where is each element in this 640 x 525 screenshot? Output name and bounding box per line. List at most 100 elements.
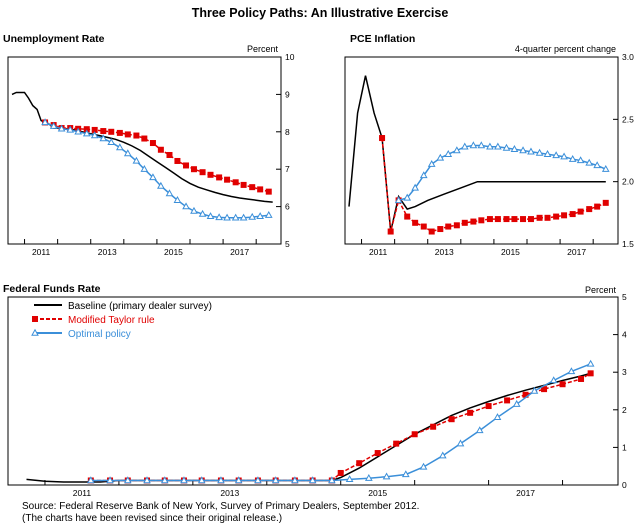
unemployment-optimal-point <box>123 149 132 157</box>
unemployment-y-tick-label: 10 <box>285 52 295 62</box>
legend-item-optimal: Optimal policy <box>31 328 131 340</box>
fedfunds-taylor-point <box>587 370 594 377</box>
legend-label-optimal: Optimal policy <box>68 329 131 340</box>
pce-taylor-point <box>404 213 411 220</box>
fedfunds-optimal-point <box>419 462 428 470</box>
fedfunds-optimal-point <box>382 472 391 480</box>
pce-taylor-point <box>586 206 593 213</box>
unemployment-panel: Unemployment Rate Percent 2011 2013 2015 2017… <box>3 33 295 257</box>
unemployment-y-tick-label: 9 <box>285 89 290 99</box>
unemployment-taylor-point <box>166 151 173 158</box>
unemployment-taylor-point <box>83 126 90 133</box>
unemployment-y-tick-label: 5 <box>285 239 290 249</box>
unemployment-optimal-point <box>256 212 265 220</box>
unemployment-taylor-point <box>257 186 264 193</box>
pce-optimal-point <box>452 146 461 154</box>
pce-taylor-point <box>569 211 576 218</box>
pce-optimal-point <box>460 142 469 150</box>
unemployment-taylor-point <box>149 140 156 147</box>
fedfunds-baseline-line <box>26 372 591 483</box>
pce-taylor-point <box>437 226 444 233</box>
unemployment-optimal-point <box>107 138 116 145</box>
unemployment-taylor-point <box>174 157 181 164</box>
unemployment-taylor-point <box>124 131 131 138</box>
pce-optimal-point <box>469 141 478 149</box>
fedfunds-ylabel: Percent <box>585 285 617 295</box>
fedfunds-taylor-point <box>522 391 529 398</box>
fedfunds-optimal-point <box>364 474 373 481</box>
fedfunds-optimal-point <box>456 439 465 447</box>
fedfunds-optimal-point <box>180 476 188 484</box>
legend-marker-taylor <box>32 316 38 322</box>
fedfunds-y-tick-label: 1 <box>622 442 627 452</box>
pce-taylor-point <box>553 213 560 220</box>
pce-optimal-point <box>535 148 544 156</box>
pce-optimal-point <box>494 142 502 150</box>
fedfunds-optimal-point <box>438 451 447 459</box>
fedfunds-y-tick-label: 3 <box>622 367 627 377</box>
pce-taylor-point <box>494 216 501 223</box>
unemployment-x-axis: 2011 2013 2015 2017 <box>24 239 257 257</box>
fedfunds-optimal-point <box>86 476 95 484</box>
pce-y-tick-label: 1.5 <box>622 239 634 249</box>
pce-taylor-point <box>577 208 584 215</box>
fedfunds-optimal-point <box>234 476 243 484</box>
pce-taylor-point <box>445 223 452 230</box>
pce-optimal-point <box>543 150 552 157</box>
pce-taylor-line <box>381 137 607 233</box>
unemployment-taylor-point <box>100 128 107 135</box>
unemployment-y-tick-label: 6 <box>285 202 290 212</box>
fedfunds-taylor-point <box>337 469 344 476</box>
pce-optimal-point <box>419 171 428 179</box>
unemployment-optimal-point <box>49 121 58 129</box>
fedfunds-taylor-point <box>541 386 548 393</box>
pce-taylor-point <box>520 216 527 223</box>
unemployment-taylor-point <box>232 179 239 186</box>
pce-optimal-line <box>398 144 607 202</box>
pce-y-axis: 1.5 2.0 2.5 3.0 <box>613 52 634 249</box>
unemployment-optimal-point <box>90 131 99 139</box>
pce-taylor-point <box>602 199 609 206</box>
unemployment-x-tick-label: 2015 <box>164 247 183 257</box>
pce-ylabel: 4-quarter percent change <box>515 44 616 54</box>
fedfunds-x-tick-label: 2017 <box>516 488 535 498</box>
pce-series-optimal <box>394 141 610 204</box>
pce-x-tick-label: 2017 <box>567 247 586 257</box>
pce-taylor-point <box>412 219 419 226</box>
figure-title: Three Policy Paths: An Illustrative Exer… <box>192 6 449 20</box>
fedfunds-optimal-point <box>160 476 169 484</box>
fedfunds-taylor-point <box>393 440 400 447</box>
legend-item-taylor: Modified Taylor rule <box>32 315 155 326</box>
pce-x-tick-label: 2011 <box>369 247 388 257</box>
pce-optimal-point <box>552 151 560 159</box>
fedfunds-taylor-line <box>90 372 591 482</box>
unemployment-taylor-point <box>190 166 197 173</box>
pce-taylor-point <box>453 222 460 229</box>
fedfunds-taylor-point <box>467 409 474 416</box>
unemployment-optimal-point <box>231 213 240 221</box>
fedfunds-y-tick-label: 5 <box>622 292 627 302</box>
unemployment-taylor-point <box>265 188 272 195</box>
legend-item-baseline: Baseline (primary dealer survey) <box>34 301 212 312</box>
fedfunds-optimal-point <box>308 476 317 484</box>
source-note: Source: Federal Reserve Bank of New York… <box>22 501 419 512</box>
pce-plot-frame <box>344 56 619 245</box>
fedfunds-taylor-point <box>356 460 363 467</box>
unemployment-optimal-line <box>44 121 269 219</box>
fedfunds-optimal-point <box>328 476 336 484</box>
unemployment-taylor-point <box>216 174 223 181</box>
unemployment-optimal-point <box>57 124 66 132</box>
pce-optimal-point <box>519 146 527 154</box>
fedfunds-x-tick-label: 2011 <box>73 488 92 498</box>
unemployment-taylor-point <box>240 181 247 188</box>
fedfunds-series-baseline <box>26 372 591 483</box>
unemployment-taylor-point <box>207 171 214 178</box>
revision-note: (The charts have been revised since thei… <box>22 513 282 524</box>
unemployment-optimal-point <box>66 125 75 133</box>
fedfunds-y-tick-label: 2 <box>622 405 627 415</box>
fedfunds-y-tick-label: 0 <box>622 480 627 490</box>
legend: Baseline (primary dealer survey) Modified… <box>31 301 212 340</box>
pce-taylor-point <box>428 228 435 235</box>
